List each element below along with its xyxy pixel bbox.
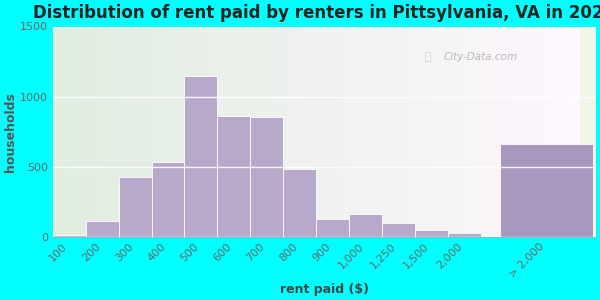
Bar [283, 169, 316, 237]
Bar [316, 218, 349, 237]
Bar [448, 232, 481, 237]
Title: Distribution of rent paid by renters in Pittsylvania, VA in 2021: Distribution of rent paid by renters in … [34, 4, 600, 22]
Y-axis label: households: households [4, 92, 17, 172]
Bar [500, 144, 593, 237]
Text: City-Data.com: City-Data.com [444, 52, 518, 62]
Bar [184, 76, 217, 237]
Bar [86, 220, 119, 237]
Bar [119, 177, 152, 237]
Bar [250, 117, 283, 237]
Bar [415, 230, 448, 237]
Bar [152, 163, 184, 237]
Bar [349, 214, 382, 237]
X-axis label: rent paid ($): rent paid ($) [280, 283, 369, 296]
Bar [217, 116, 250, 237]
Text: 🌐: 🌐 [425, 52, 431, 62]
Bar [382, 223, 415, 237]
Bar [53, 235, 86, 237]
